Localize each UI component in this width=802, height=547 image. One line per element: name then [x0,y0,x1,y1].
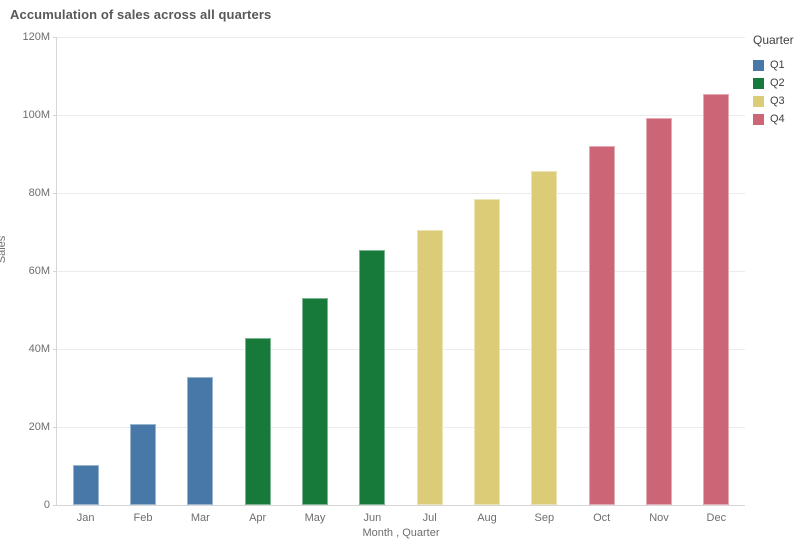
bar-nov[interactable] [646,118,672,505]
x-axis-title: Month , Quarter [362,527,440,539]
legend-swatch-icon [753,113,764,125]
legend-items: Q1 Q2 Q3 Q4 [753,56,801,128]
x-axis-label-mar[interactable]: Mar [190,512,210,524]
y-axis-tick-label: 100M [22,109,50,121]
bar-jan[interactable] [72,464,99,505]
y-axis-tick [53,427,57,428]
legend-item-q3[interactable]: Q3 [753,92,801,110]
bar-sep[interactable] [531,170,558,505]
y-axis-tick [53,37,57,38]
y-axis-tick-label: 120M [22,31,50,43]
x-axis-label-sep[interactable]: Sep [534,512,555,524]
x-axis-label-feb[interactable]: Feb [133,512,153,524]
bar-aug[interactable] [474,199,500,505]
y-axis-tick [53,349,57,350]
bar-feb[interactable] [130,423,156,505]
y-axis-tick-label: 80M [28,187,50,199]
y-axis-tick-label: 40M [28,343,50,355]
y-axis-line [56,37,57,506]
gridline [57,427,745,428]
y-axis-tick [53,271,57,272]
x-axis-label-jul[interactable]: Jul [422,512,437,524]
y-axis-tick-label: 60M [28,265,50,277]
gridline [57,115,745,116]
x-axis-baseline [57,505,745,506]
y-axis-title: Sales [0,235,8,264]
gridline [57,37,745,38]
bar-jul[interactable] [416,230,443,505]
y-axis-tick [53,505,57,506]
legend-item-q4[interactable]: Q4 [753,110,801,128]
x-axis-label-dec[interactable]: Dec [706,512,727,524]
bar-dec[interactable] [703,93,730,505]
gridline [57,193,745,194]
bar-may[interactable] [302,297,328,505]
y-axis-tick-label: 20M [28,421,50,433]
legend-item-q1[interactable]: Q1 [753,56,801,74]
gridline [57,271,745,272]
x-axis-label-apr[interactable]: Apr [249,512,267,524]
x-axis-label-aug[interactable]: Aug [477,512,497,524]
x-axis-label-jan[interactable]: Jan [76,512,95,524]
x-axis-label-nov[interactable]: Nov [649,512,669,524]
y-axis-tick [53,193,57,194]
plot-area [56,37,745,506]
legend-title: Quarter [753,33,794,47]
legend-swatch-icon [753,95,764,107]
x-axis-label-oct[interactable]: Oct [593,512,611,524]
legend-item-label: Q2 [770,77,785,89]
legend-item-label: Q4 [770,113,785,125]
bar-apr[interactable] [244,338,271,505]
legend: Quarter Q1 Q2 Q3 Q4 [753,33,801,128]
bar-oct[interactable] [588,146,615,505]
legend-item-q2[interactable]: Q2 [753,74,801,92]
legend-item-label: Q3 [770,95,785,107]
bar-jun[interactable] [359,249,386,505]
y-axis-tick [53,115,57,116]
legend-swatch-icon [753,59,764,71]
gridline [57,349,745,350]
y-axis-tick-label: 0 [43,499,50,511]
x-axis-label-jun[interactable]: Jun [363,512,382,524]
bar-mar[interactable] [187,376,214,505]
legend-swatch-icon [753,77,764,89]
legend-item-label: Q1 [770,59,785,71]
x-axis-label-may[interactable]: May [304,512,326,524]
chart-title: Accumulation of sales across all quarter… [10,7,272,22]
